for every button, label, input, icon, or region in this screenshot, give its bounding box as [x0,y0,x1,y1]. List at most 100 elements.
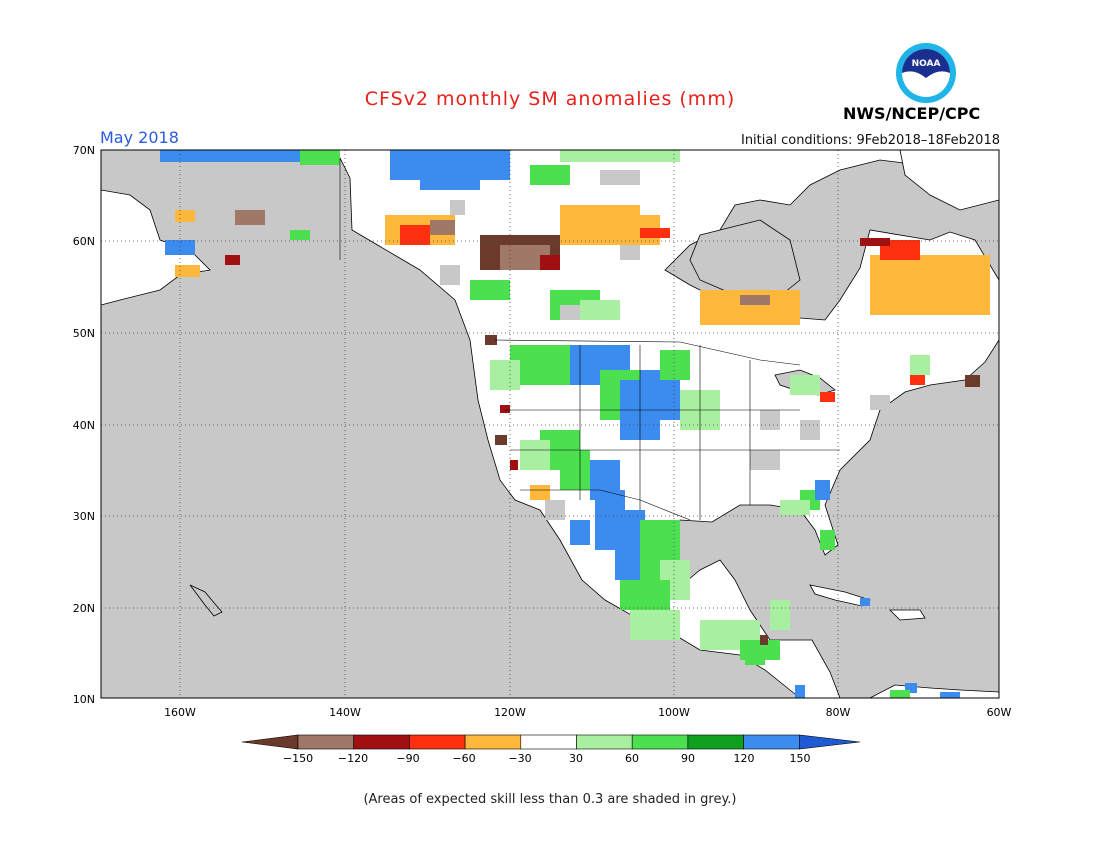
anomaly-cell [530,485,550,500]
anomaly-cell [545,500,565,520]
anomaly-cell [600,370,640,420]
anomaly-cell [820,530,835,550]
legend-arrow-high [798,734,861,750]
ocean-area [101,150,999,698]
anomaly-cell [790,375,820,395]
legend-swatch [743,734,800,750]
anomaly-cell [615,510,645,580]
great-lakes [774,369,836,396]
anomaly-cell [570,520,590,545]
anomaly-cell [905,683,917,693]
anomaly-cell [560,205,640,245]
anomaly-cell [540,255,560,270]
anomaly-cell [580,300,620,320]
anomaly-cell [495,435,507,445]
anomaly-cell [800,420,820,440]
legend-swatch [576,734,633,750]
anomaly-cell [760,635,768,645]
lon-label: 160W [164,706,196,719]
legend-label: 90 [681,752,695,765]
anomaly-cell [600,215,660,245]
lon-label: 80W [826,706,851,719]
north-america-landmass [101,149,1000,699]
anomaly-cell [430,220,455,235]
legend-label: −150 [283,752,313,765]
anomaly-cell [770,600,790,630]
anomaly-cell [175,265,200,277]
anomaly-cell [440,265,460,285]
anomaly-cell [820,392,835,402]
legend-arrow-low [241,734,299,750]
anomaly-cell [965,375,980,387]
anomaly-cell [740,295,770,305]
anomaly-cell [595,490,625,550]
logo-text: NOAA [912,59,941,69]
anomaly-cell [390,150,510,180]
lat-label: 30N [73,510,95,523]
anomaly-cell [470,280,510,300]
anomaly-cell [660,350,690,380]
anomaly-cell [480,235,560,270]
anomaly-cell [570,345,630,385]
legend-label: −60 [452,752,475,765]
anomaly-cell [750,450,780,470]
anomaly-cell [520,440,550,470]
anomaly-cell [300,175,320,185]
lat-label: 10N [73,693,95,706]
anomaly-cell [485,335,497,345]
anomaly-cell [880,240,920,260]
anomaly-cell [870,255,990,315]
anomaly-cell [235,210,265,225]
anomaly-cell [800,490,820,510]
anomaly-cell [795,685,805,698]
anomaly-cell [175,210,195,222]
anomaly-cell [250,200,270,210]
anomaly-cell [600,170,640,185]
map-frame [100,149,1000,699]
anomaly-cells [160,150,990,698]
anomaly-cell [680,390,720,430]
longitude-labels: 160W 140W 120W 100W 80W 60W [164,706,1011,719]
anomaly-cell [530,165,570,185]
anomaly-cell [500,405,510,413]
anomaly-cell [400,225,430,245]
anomaly-cell [300,150,340,165]
anomaly-cell [660,560,690,600]
anomaly-cell [910,355,930,375]
anomaly-cell [910,375,925,385]
map-title: CFSv2 monthly SM anomalies (mm) [364,88,736,110]
anomaly-cell [620,245,640,260]
anomaly-cell [560,450,590,490]
legend-swatch [409,734,466,750]
legend-label: 30 [569,752,583,765]
anomaly-cell [160,150,300,162]
lon-label: 140W [329,706,361,719]
anomaly-cell [630,610,680,640]
anomaly-cell [860,238,890,246]
anomaly-cell [290,230,310,240]
legend-labels: −150 −120 −90 −60 −30 30 60 90 120 150 [283,752,811,765]
hawaii [189,584,223,617]
anomaly-cell [420,175,480,190]
anomaly-cell [780,500,810,515]
legend-label: −120 [338,752,368,765]
political-borders [339,158,840,521]
lon-label: 100W [658,706,690,719]
lat-label: 20N [73,602,95,615]
south-america [869,684,1000,699]
cuba [809,584,871,607]
lat-label: 70N [73,144,95,157]
anomaly-cell [510,345,570,385]
anomaly-cell [590,460,620,500]
lat-label: 60N [73,235,95,248]
legend-label: 60 [625,752,639,765]
anomaly-cell [500,245,550,270]
color-legend [241,734,861,750]
anomaly-cell [165,240,195,255]
hispaniola [889,609,926,621]
alaska-coast [100,189,211,306]
anomaly-cell [700,620,760,650]
anomaly-cell [225,255,240,265]
lat-label: 50N [73,327,95,340]
legend-label: −30 [508,752,531,765]
